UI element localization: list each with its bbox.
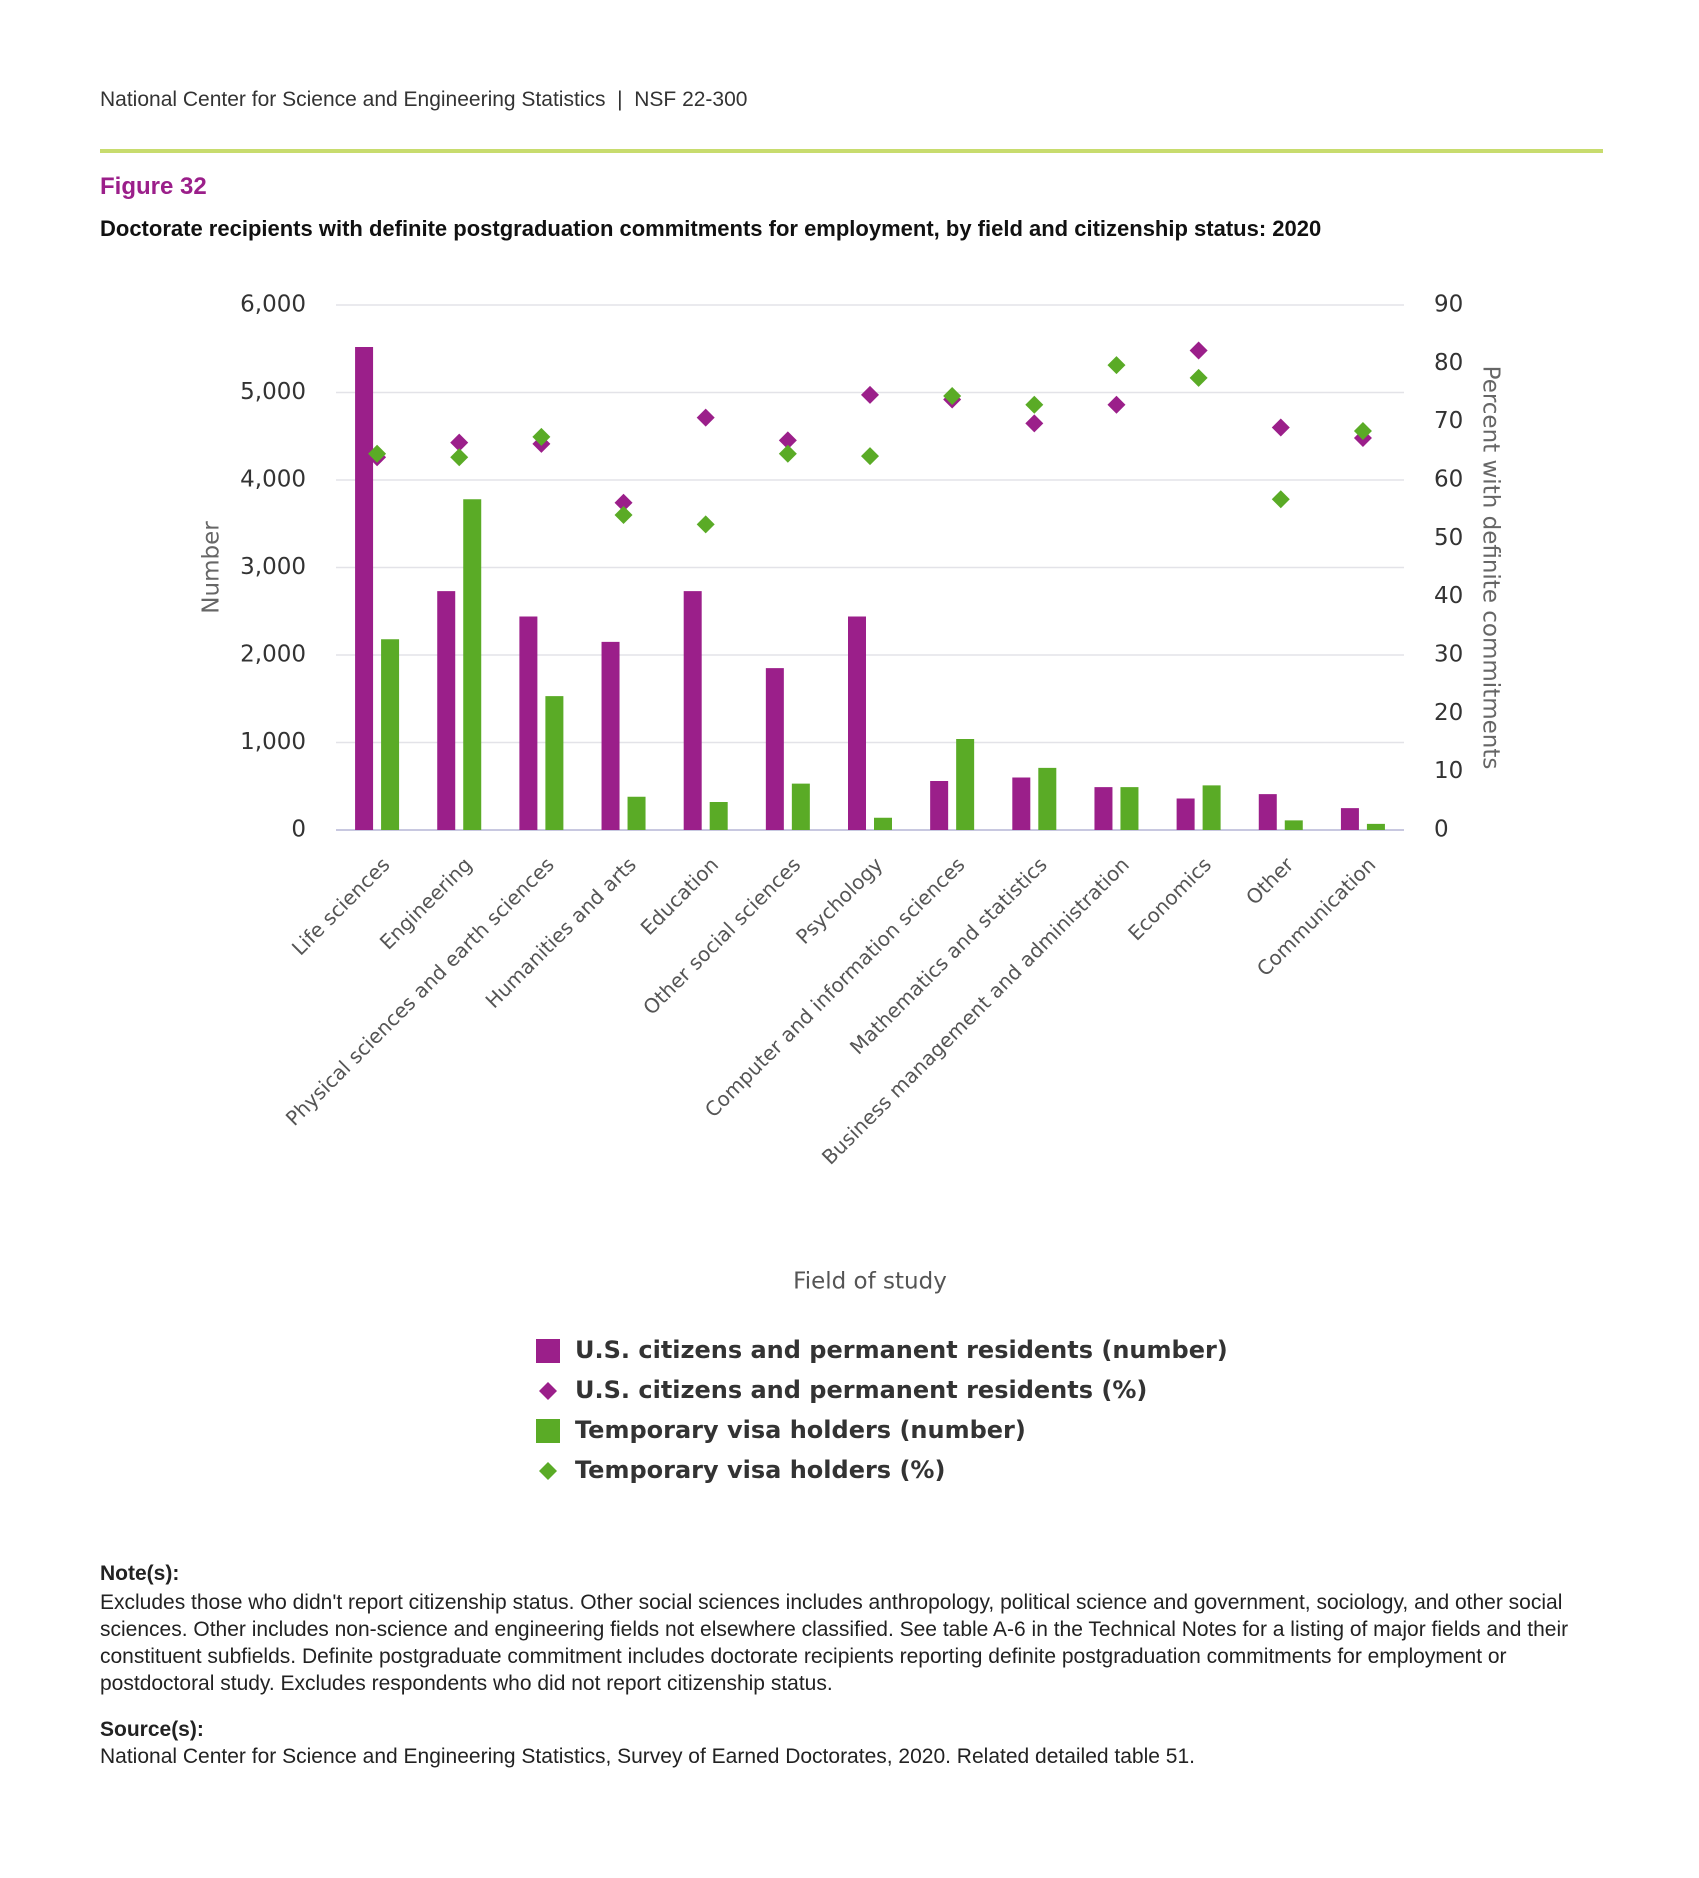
y-tick-label: 2,000 xyxy=(240,642,306,668)
bar xyxy=(601,641,620,830)
source-heading: Source(s): xyxy=(100,1718,204,1741)
y-tick-label: 5,000 xyxy=(240,379,306,405)
legend-swatch xyxy=(536,1419,560,1443)
legend-label: Temporary visa holders (number) xyxy=(575,1416,1026,1444)
y2-tick-label: 90 xyxy=(1434,292,1463,318)
bar xyxy=(519,616,538,830)
point xyxy=(450,448,469,467)
point xyxy=(1189,341,1208,360)
y2-tick-label: 10 xyxy=(1434,758,1463,784)
bar xyxy=(1284,820,1303,830)
y-tick-label: 4,000 xyxy=(240,467,306,493)
point xyxy=(1189,368,1208,387)
bar xyxy=(1094,787,1113,830)
y2-tick-label: 80 xyxy=(1434,350,1463,376)
point xyxy=(1271,418,1290,437)
x-tick-label: Business management and administration xyxy=(817,852,1134,1169)
legend-swatch xyxy=(539,1462,557,1480)
point xyxy=(614,506,633,524)
bar xyxy=(1012,777,1031,830)
x-tick-label: Life sciences xyxy=(287,852,395,960)
legend-label: Temporary visa holders (%) xyxy=(575,1456,945,1484)
legend-swatch xyxy=(536,1339,560,1363)
point xyxy=(368,444,387,463)
y2-tick-label: 30 xyxy=(1434,642,1463,668)
header: National Center for Science and Engineer… xyxy=(100,88,748,111)
point xyxy=(450,433,469,452)
bar xyxy=(1258,794,1277,830)
bar xyxy=(1038,767,1057,830)
bar xyxy=(874,817,892,830)
notes-text: Excludes those who didn't report citizen… xyxy=(100,1591,1569,1695)
point xyxy=(532,427,551,446)
bar xyxy=(709,802,728,830)
point xyxy=(614,493,633,512)
y2-tick-label: 50 xyxy=(1434,525,1463,551)
bar xyxy=(765,668,784,830)
bar xyxy=(1176,798,1195,830)
bar xyxy=(1120,787,1139,830)
point xyxy=(1107,356,1126,375)
bar xyxy=(463,499,482,830)
y-tick-label: 3,000 xyxy=(240,554,306,580)
point xyxy=(861,447,879,466)
bar xyxy=(381,639,400,830)
point xyxy=(1025,395,1044,414)
bar xyxy=(1366,823,1385,830)
y-axis-label: Number xyxy=(199,521,225,614)
y-tick-label: 6,000 xyxy=(240,292,306,318)
x-tick-label: Economics xyxy=(1123,852,1216,945)
chart-title: Doctorate recipients with definite postg… xyxy=(100,216,1322,241)
x-tick-label: Education xyxy=(636,852,723,939)
legend-label: U.S. citizens and permanent residents (n… xyxy=(575,1336,1228,1364)
point xyxy=(696,408,715,427)
x-tick-label: Humanities and arts xyxy=(481,852,641,1012)
point xyxy=(943,387,962,405)
point xyxy=(861,385,879,404)
notes-heading: Note(s): xyxy=(100,1562,180,1585)
point xyxy=(1107,395,1126,414)
point xyxy=(1025,414,1044,433)
x-axis-label: Field of study xyxy=(793,1269,947,1295)
bar xyxy=(355,347,374,830)
y2-axis-label: Percent with definite commitments xyxy=(1478,366,1504,770)
y2-tick-label: 40 xyxy=(1434,583,1463,609)
y2-tick-label: 0 xyxy=(1434,817,1449,843)
bar xyxy=(956,739,975,830)
point xyxy=(1353,422,1372,440)
divider xyxy=(100,149,1603,153)
bar xyxy=(1202,785,1221,830)
bar xyxy=(437,591,456,830)
bar xyxy=(683,591,702,830)
y-tick-label: 0 xyxy=(291,817,306,843)
source-text: National Center for Science and Engineer… xyxy=(100,1745,1195,1768)
point xyxy=(778,444,797,463)
legend-swatch xyxy=(539,1382,557,1400)
figure-label: Figure 32 xyxy=(100,173,207,200)
y2-tick-label: 60 xyxy=(1434,467,1463,493)
point xyxy=(1271,490,1290,509)
bar xyxy=(1340,808,1359,830)
y-tick-label: 1,000 xyxy=(240,729,306,755)
bar xyxy=(627,796,646,830)
y2-tick-label: 20 xyxy=(1434,700,1463,726)
bar xyxy=(848,616,866,830)
x-tick-label: Other social sciences xyxy=(638,852,805,1019)
bar xyxy=(930,781,949,830)
point xyxy=(696,515,715,534)
y2-tick-label: 70 xyxy=(1434,408,1463,434)
chart: 0 1,000 2,000 3,000 4,000 5,000 6,000 0 10 20 30 40… xyxy=(199,292,1504,1485)
point xyxy=(778,431,797,450)
bar xyxy=(791,783,810,830)
bar xyxy=(545,696,564,830)
x-tick-label: Other xyxy=(1241,852,1299,910)
legend-label: U.S. citizens and permanent residents (%… xyxy=(575,1376,1147,1404)
